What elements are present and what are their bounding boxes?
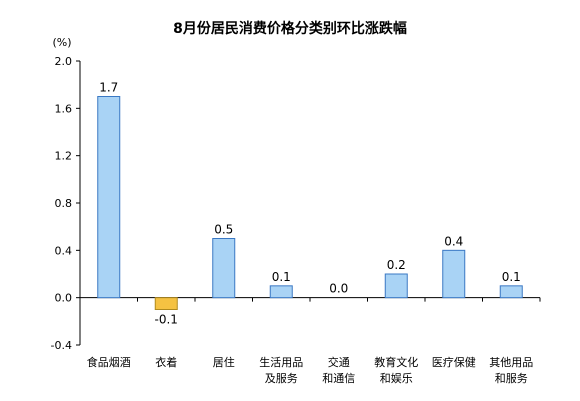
category-label: 生活用品 (259, 355, 303, 369)
category-label: 教育文化 (374, 355, 418, 369)
y-tick-label: 2.0 (55, 55, 73, 68)
category-label: 和娱乐 (380, 371, 413, 385)
bar (212, 238, 236, 299)
data-label: -0.1 (155, 313, 178, 327)
data-label: 0.0 (329, 282, 348, 296)
category-label: 交通 (328, 355, 350, 369)
y-axis-unit: (%) (52, 36, 71, 49)
chart-title: 8月份居民消费价格分类别环比涨跌幅 (173, 20, 407, 37)
data-label: 0.1 (272, 270, 291, 284)
y-tick-label: 0.4 (55, 244, 73, 257)
bar (269, 285, 293, 299)
bar (154, 297, 178, 310)
category-label: 和通信 (322, 372, 355, 385)
bar (499, 285, 523, 299)
category-label: 食品烟酒 (87, 355, 131, 369)
y-tick-label: 0.8 (55, 197, 73, 210)
data-label: 1.7 (99, 81, 118, 95)
data-label: 0.1 (502, 270, 521, 284)
category-label: 居住 (213, 355, 235, 369)
bar (442, 249, 466, 299)
bars (97, 96, 523, 310)
y-tick-label: 1.6 (55, 102, 73, 115)
category-label: 及服务 (265, 372, 298, 385)
y-tick-label: -0.4 (51, 339, 72, 352)
data-label: 0.4 (444, 234, 463, 248)
category-label: 和服务 (495, 372, 528, 385)
category-label: 衣着 (155, 355, 177, 369)
bar (384, 273, 408, 299)
data-label: 0.2 (387, 258, 406, 272)
bar (97, 96, 121, 299)
y-tick-label: 0.0 (55, 292, 73, 305)
data-labels: 1.7 -0.1 0.5 0.1 0.0 0.2 0.4 0.1 (99, 81, 521, 327)
category-label: 其他用品 (489, 356, 533, 369)
data-label: 0.5 (214, 223, 233, 237)
y-axis: 2.0 1.6 1.2 0.8 0.4 0.0 -0.4 (51, 55, 81, 352)
y-tick-label: 1.2 (55, 150, 73, 163)
x-axis (79, 297, 541, 302)
category-label: 医疗保健 (432, 355, 476, 369)
